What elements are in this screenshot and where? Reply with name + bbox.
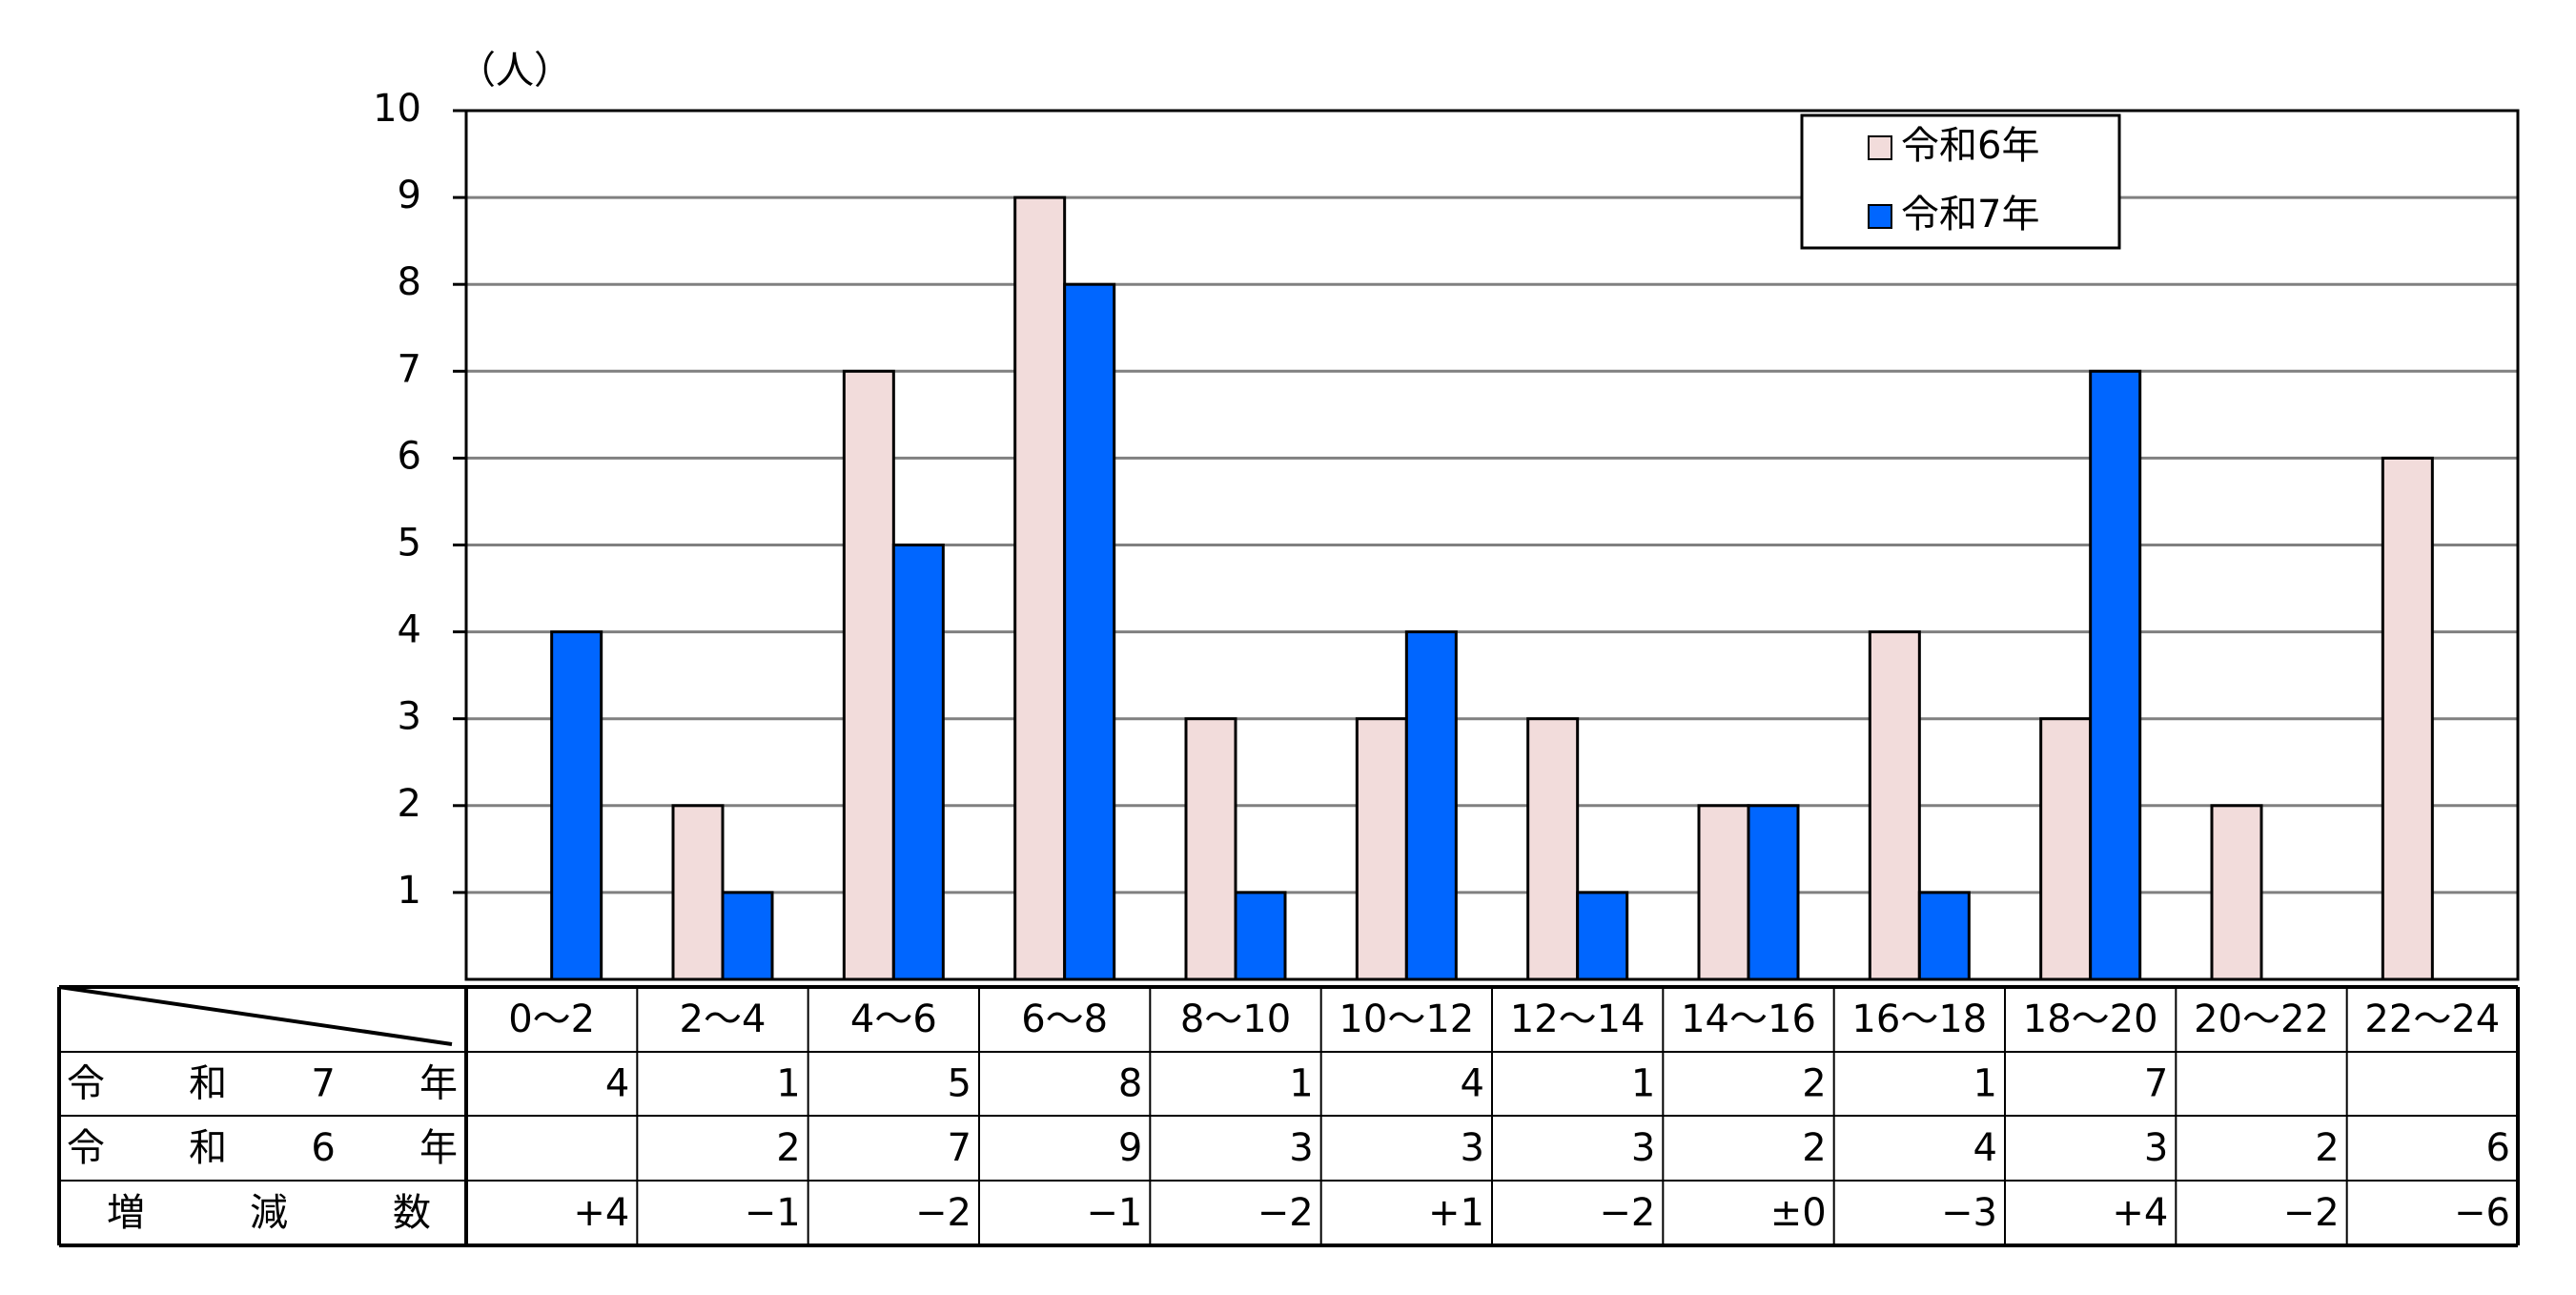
x-tick-label: 2～4 [680, 997, 767, 1041]
x-tick-label: 14～16 [1681, 997, 1816, 1041]
bar [1013, 195, 1067, 981]
legend-label: 令和7年 [1901, 193, 2039, 236]
table-cell: 2 [1802, 1062, 1826, 1106]
bar [671, 804, 725, 981]
x-tick-label: 4～6 [850, 997, 937, 1041]
table-cell: −3 [1941, 1191, 1997, 1235]
table-cell: −1 [1086, 1191, 1142, 1235]
bar [891, 544, 945, 981]
table-cell: 1 [776, 1062, 800, 1106]
table-cell: 5 [948, 1062, 971, 1106]
table-cell: 1 [1973, 1062, 1997, 1106]
table-cell: 6 [2486, 1126, 2510, 1170]
table-cell: 2 [2315, 1126, 2339, 1170]
y-tick-label: 10 [373, 87, 421, 131]
legend-swatch [1868, 204, 1892, 229]
y-tick-label: 1 [398, 869, 421, 913]
bar [1184, 717, 1237, 981]
table-cell: −2 [2283, 1191, 2340, 1235]
y-tick-label: 3 [398, 695, 421, 739]
x-tick-label: 0～2 [508, 997, 595, 1041]
table-cell: −6 [2454, 1191, 2510, 1235]
table-cell: 2 [776, 1126, 800, 1170]
legend-box [1800, 113, 2121, 250]
table-diagonal [58, 985, 453, 1046]
y-tick-label: 7 [398, 347, 421, 391]
table-cell: 3 [1461, 1126, 1484, 1170]
table-cell: 4 [1461, 1062, 1484, 1106]
table-cell: 8 [1118, 1062, 1142, 1106]
x-tick-label: 20～22 [2194, 997, 2329, 1041]
x-tick-label: 8～10 [1180, 997, 1291, 1041]
bar [1576, 891, 1629, 981]
x-tick-label: 18～20 [2023, 997, 2158, 1041]
table-cell: 3 [1631, 1126, 1655, 1170]
table-cell: 4 [605, 1062, 629, 1106]
x-tick-label: 12～14 [1510, 997, 1646, 1041]
bar [1917, 891, 1971, 981]
legend-label: 令和6年 [1901, 124, 2039, 168]
x-tick-label: 6～8 [1021, 997, 1108, 1041]
bar [1234, 891, 1287, 981]
y-axis-unit: （人） [458, 49, 572, 92]
table-cell: 3 [1289, 1126, 1313, 1170]
table-cell: ±0 [1770, 1191, 1827, 1235]
bar [2381, 456, 2434, 981]
y-tick-label: 4 [398, 608, 421, 652]
table-cell: −2 [915, 1191, 971, 1235]
table-cell: −2 [1257, 1191, 1314, 1235]
table-cell: 1 [1289, 1062, 1313, 1106]
y-tick-label: 9 [398, 174, 421, 217]
bar [2089, 369, 2142, 981]
table-cell: 7 [2144, 1062, 2168, 1106]
table-cell: +1 [1428, 1191, 1484, 1235]
bar [842, 369, 895, 981]
y-tick-label: 5 [398, 522, 421, 565]
bar [1063, 282, 1116, 981]
bar [1697, 804, 1750, 981]
legend-swatch [1868, 135, 1892, 160]
table-cell: −1 [745, 1191, 801, 1235]
table-cell: +4 [573, 1191, 629, 1235]
x-tick-label: 10～12 [1339, 997, 1474, 1041]
bar [1404, 630, 1458, 981]
y-tick-label: 6 [398, 434, 421, 478]
table-cell: −2 [1599, 1191, 1655, 1235]
table-cell: 4 [1973, 1126, 1997, 1170]
bar [2039, 717, 2093, 981]
table-cell: 7 [948, 1126, 971, 1170]
bar [721, 891, 774, 981]
y-tick-label: 2 [398, 782, 421, 826]
table-cell: 1 [1631, 1062, 1655, 1106]
bar [1747, 804, 1800, 981]
plot-border [464, 109, 2520, 981]
x-tick-label: 16～18 [1851, 997, 1987, 1041]
bar [1355, 717, 1408, 981]
bar [550, 630, 603, 981]
table-cell: +4 [2112, 1191, 2168, 1235]
table-cell: 3 [2144, 1126, 2168, 1170]
bar [1868, 630, 1921, 981]
y-tick-label: 8 [398, 260, 421, 304]
table-cell: 2 [1802, 1126, 1826, 1170]
table-cell: 9 [1118, 1126, 1142, 1170]
bar [2210, 804, 2263, 981]
x-tick-label: 22～24 [2364, 997, 2500, 1041]
bar [1526, 717, 1580, 981]
